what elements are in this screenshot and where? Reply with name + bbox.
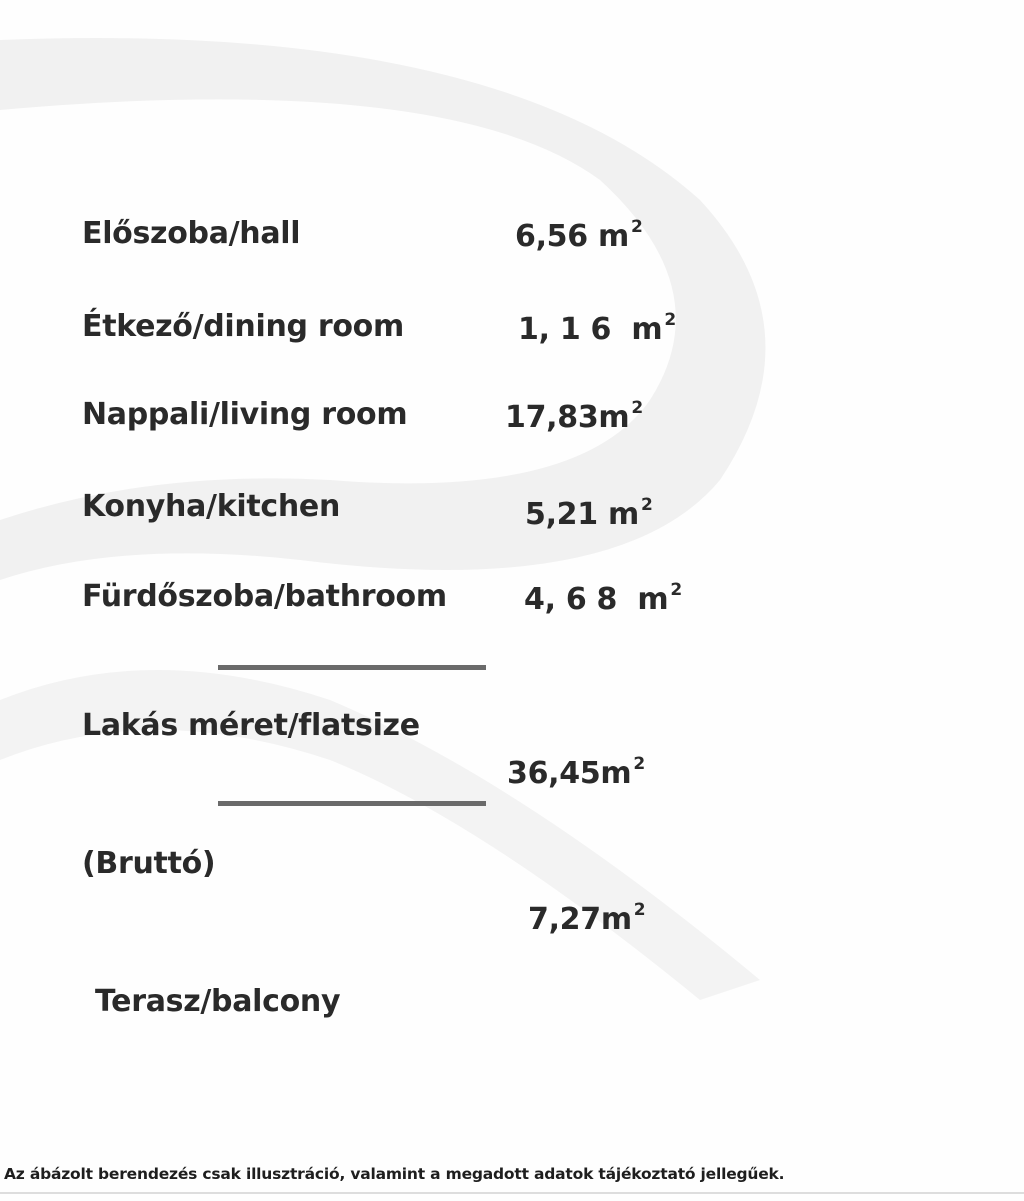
divider-bottom (218, 801, 486, 806)
flat-size-label: Lakás méret/flatsize (82, 708, 420, 743)
flat-size-area: 36,45m 2 (507, 754, 645, 791)
room-area: 17,83m 2 (505, 398, 643, 435)
divider-top (218, 665, 486, 670)
balcony-label: Terasz/balcony (95, 984, 341, 1019)
room-label: Étkező/dining room (82, 309, 404, 344)
gross-note: (Bruttó) (82, 846, 216, 881)
room-label: Előszoba/hall (82, 216, 301, 251)
room-label: Konyha/kitchen (82, 489, 341, 524)
disclaimer: Az ábázolt berendezés csak illusztráció,… (4, 1165, 785, 1183)
room-label: Fürdőszoba/bathroom (82, 579, 447, 614)
balcony-area: 7,27m 2 (528, 900, 646, 937)
footer-divider (0, 1192, 1024, 1194)
room-label: Nappali/living room (82, 397, 408, 432)
